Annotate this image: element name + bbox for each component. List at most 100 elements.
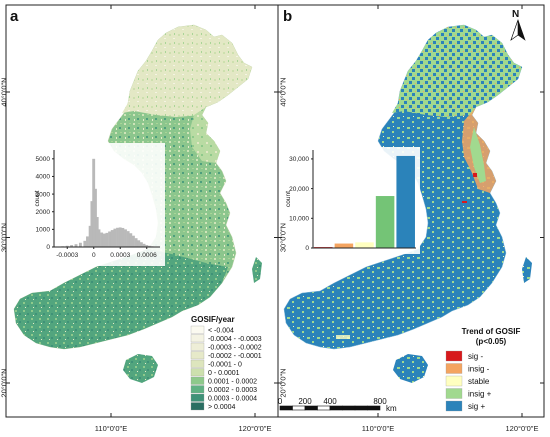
legend-trend-title-line1: Trend of GOSIF [462,327,521,336]
scale-bar-segment [367,405,381,411]
legend-gosif-label: 0 - 0.0001 [208,370,240,377]
legend-trend-label: insig + [468,390,492,399]
bar-chart-y-axis-title: count [285,191,292,207]
legend-gosif-label: > 0.0004 [208,404,236,411]
histogram-inset: 0 1000 2000 3000 4000 5000 -0.0003 0 0.0003 0.000… [31,143,165,266]
scale-bar-unit: km [386,404,397,413]
histogram-x-tick-label: 0 [92,252,96,259]
histogram-y-tick-label: 2000 [36,209,51,216]
histogram-bar [131,235,135,247]
legend-trend: Trend of GOSIF (p<0.05) sig - insig - stab… [440,325,542,415]
histogram-x-tick-label: -0.0003 [56,252,78,259]
histogram-bar [88,225,92,247]
lat-label: 30°0'0"N [279,223,288,252]
legend-trend-label: sig - [468,352,483,361]
panel-a: a 0 1000 2000 3000 4000 5000 -0.0003 0 0.0003 0.0… [0,4,279,433]
histogram-bar [86,236,89,247]
histogram-bar [70,245,74,247]
bar-chart-inset: 0 10,000 20,000 30,000 count [283,147,420,254]
histogram-bar [97,229,101,247]
north-arrow-label: N [512,9,519,20]
bar-chart-y-tick-label: 30,000 [289,156,309,163]
legend-trend-label: insig - [468,365,490,374]
histogram-y-axis-title: count [34,190,41,206]
histogram-bar [92,158,96,247]
bar-chart-bar [334,243,354,248]
histogram-bar [94,188,97,247]
histogram-bar [65,245,69,247]
histogram-bar [83,240,87,247]
bar-chart-bar [375,196,395,248]
histogram-bar [126,231,130,247]
histogram-bar [78,242,82,247]
bar-chart-bar [396,155,415,248]
histogram-bar [134,238,138,247]
panel-b-stable-patch [336,335,350,339]
histogram-background [31,143,165,266]
north-arrow-half-icon [510,19,519,41]
legend-gosif-swatch [190,351,205,360]
scale-bar-segment [329,405,343,411]
histogram-bar [116,227,119,247]
panel-b-map [283,24,532,383]
scale-bar-label: 800 [373,397,387,406]
legend-gosif-swatch [190,342,205,351]
legend-gosif-label: 0.0001 - 0.0002 [208,378,257,385]
panel-a-coordinates: 40°0'0"N 30°0'0"N 20°0'0"N 110°0'0"E 120°0'0… [0,5,278,433]
legend-trend-title-line2: (p<0.05) [476,337,507,346]
histogram-bar [121,227,125,247]
panel-b-northeast-green [470,127,486,183]
legend-trend-label: stable [468,377,490,386]
panel-a-map [13,24,262,383]
panel-b-sig-negative-spot [473,173,477,177]
legend-gosif-swatch [190,385,205,394]
histogram-bar [100,232,104,247]
scale-bar-label: 400 [323,397,337,406]
legend-gosif-label: -0.0004 - -0.0003 [208,336,262,343]
histogram-bar [118,227,122,247]
histogram-y-tick-label: 5000 [36,156,51,163]
bar-chart-bar [355,242,374,248]
legend-trend-label: sig + [468,402,485,411]
histogram-y-tick-label: 1000 [36,227,51,234]
scale-bar-segment [342,405,356,411]
histogram-bar [124,229,127,247]
lon-label: 110°0'0"E [95,424,127,433]
legend-gosif-swatch [190,359,205,368]
scale-bar-label: 0 [278,397,283,406]
north-arrow: N [510,9,526,41]
histogram-bar [110,230,114,247]
scale-bar-segment [354,405,368,411]
bar-chart-y-tick-label: 0 [305,245,309,252]
legend-trend-swatch [445,350,463,362]
panel-b-coordinates: 40°0'0"N 30°0'0"N 20°0'0"N 110°0'0"E 120°0'0… [278,5,544,433]
histogram-bar [129,233,133,247]
histogram-bar [108,231,112,247]
lat-label: 40°0'0"N [279,77,288,106]
histogram-bar [137,240,141,247]
legend-gosif-label: 0.0003 - 0.0004 [208,395,257,402]
legend-gosif-swatch [190,334,205,343]
legend-gosif-label: -0.0001 - 0 [208,361,242,368]
legend-gosif-label: -0.0003 - -0.0002 [208,344,262,351]
legend-trend-swatch [445,363,463,374]
scale-bar-segment [317,405,331,411]
panel-a-northeast-band [190,107,220,163]
bar-chart-y-tick-label: 10,000 [289,216,309,223]
legend-trend-swatch [445,375,463,387]
panel-b-sig-negative-spot-2 [462,201,467,203]
histogram-bar [142,243,146,247]
histogram-bar [147,245,151,247]
legend-gosif-label: < -0.004 [208,327,234,334]
histogram-bar [113,228,117,247]
legend-gosif-label: 0.0002 - 0.0003 [208,387,257,394]
lon-label: 120°0'0"E [506,424,539,433]
legend-gosif-title: GOSIF/year [191,315,235,324]
lat-label: 30°0'0"N [0,223,9,252]
legend-gosif-swatch [190,376,205,385]
panel-b-letter: b [283,8,292,25]
histogram-bar [74,244,78,247]
histogram-bar [105,232,109,247]
